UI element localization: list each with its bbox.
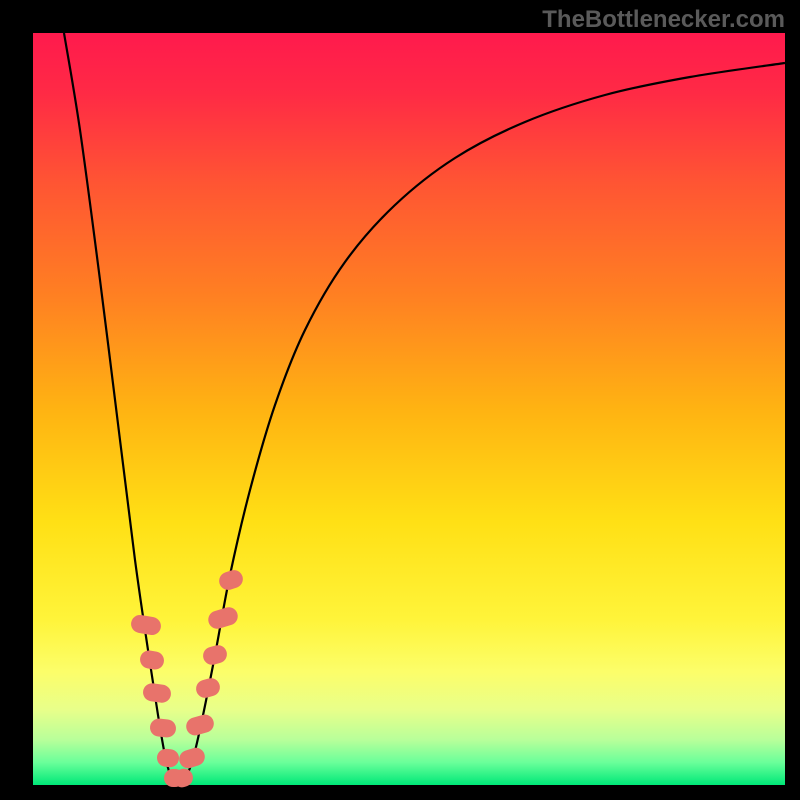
data-marker	[149, 718, 177, 739]
bottleneck-curve	[64, 33, 785, 786]
watermark-text: TheBottlenecker.com	[542, 6, 785, 34]
chart-container: TheBottlenecker.com	[0, 0, 800, 800]
curve-layer	[0, 0, 800, 800]
